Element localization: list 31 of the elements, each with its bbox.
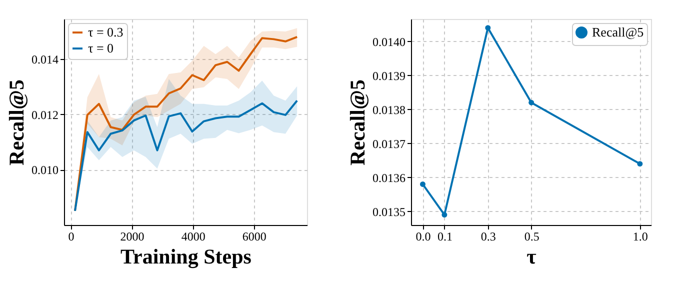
y-tick-label: 0.012 [32, 108, 58, 122]
x-tick-label: 0.3 [480, 230, 496, 244]
x-tick-label: 0.1 [437, 230, 452, 244]
x-tick-label: 4000 [181, 230, 206, 244]
point [528, 100, 534, 106]
y-tick-label: 0.014 [32, 52, 58, 67]
point [442, 212, 448, 218]
x-axis-title: τ [526, 244, 537, 268]
y-tick-label: 0.0137 [372, 136, 406, 151]
x-tick-label: 0.5 [524, 230, 540, 244]
point [420, 181, 426, 187]
y-axis-title: Recall@5 [4, 79, 28, 166]
x-tick-label: 6000 [242, 230, 266, 244]
x-tick-label: 0 [68, 230, 74, 244]
y-tick-label: 0.0138 [372, 102, 406, 117]
legend-label: τ = 0.3 [88, 24, 124, 40]
x-tick-label: 1.0 [632, 230, 648, 244]
y-axis-title: Recall@5 [346, 79, 370, 166]
y-tick-label: 0.0139 [372, 68, 406, 83]
point [485, 25, 491, 31]
legend-label: τ = 0 [88, 40, 114, 56]
y-tick-label: 0.0140 [372, 34, 406, 49]
point [637, 161, 643, 167]
legend-label: Recall@5 [592, 24, 644, 40]
x-tick-label: 0.0 [416, 230, 431, 244]
line-series [74, 100, 298, 212]
x-tick-label: 2000 [120, 230, 144, 244]
y-tick-label: 0.010 [32, 163, 58, 178]
y-tick-label: 0.0135 [372, 204, 406, 219]
y-tick-label: 0.0136 [372, 170, 406, 185]
x-axis-title: Training Steps [120, 244, 252, 268]
